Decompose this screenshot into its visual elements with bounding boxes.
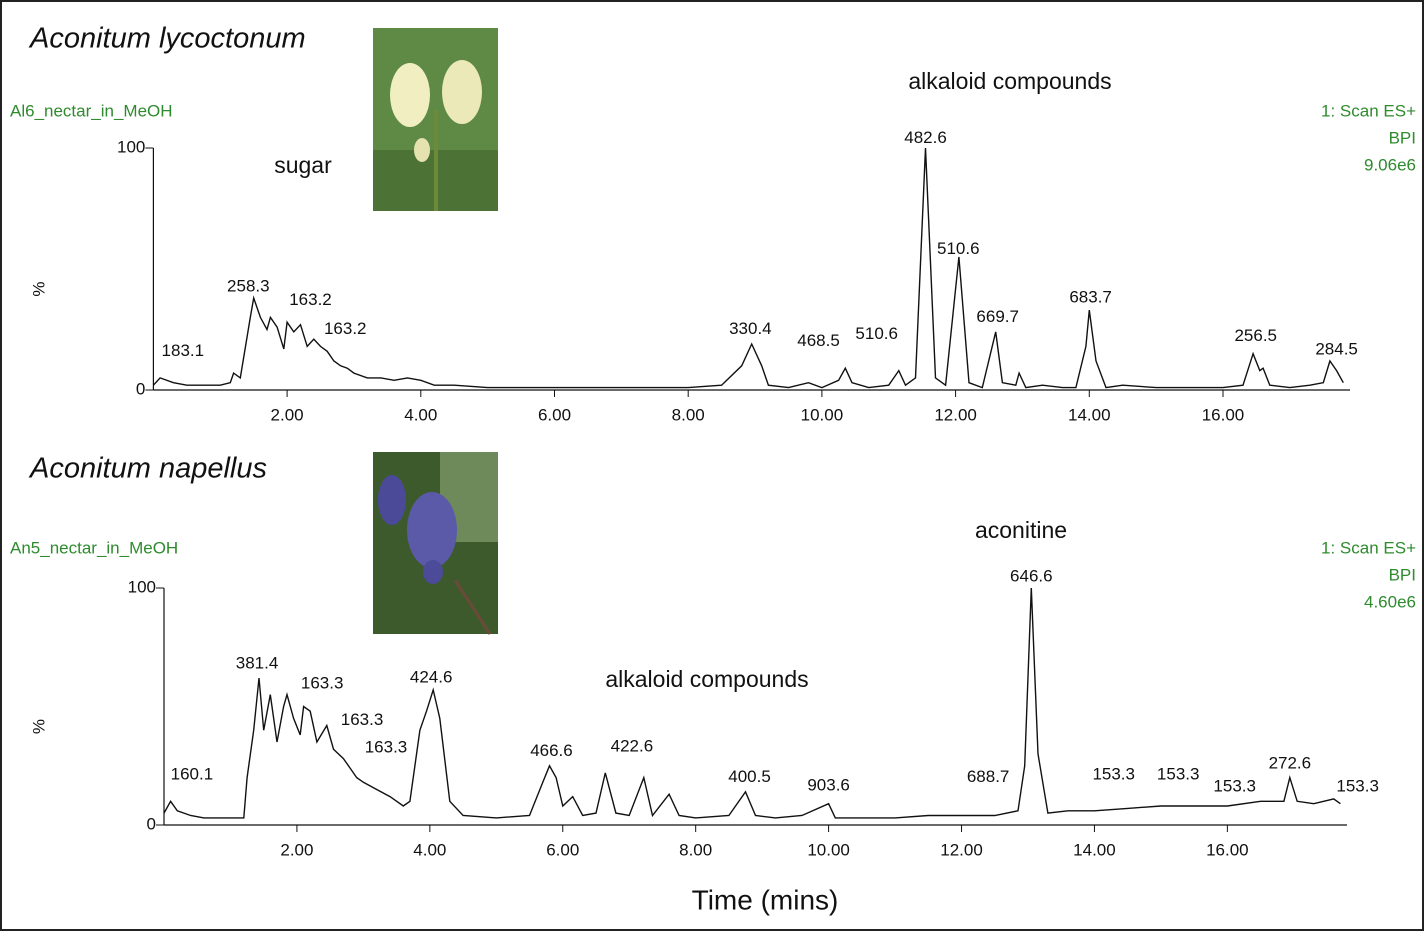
peak-label: 153.3	[1092, 765, 1135, 784]
peak-label: 466.6	[530, 741, 573, 760]
peak-label: 153.3	[1336, 777, 1379, 796]
detector: BPI	[1389, 565, 1416, 584]
peak-label: 183.1	[162, 341, 205, 360]
y-tick-label: 0	[136, 379, 145, 398]
x-tick-label: 6.00	[546, 840, 579, 859]
species-title: Aconitum lycoctonum	[28, 23, 306, 55]
x-tick-label: 10.00	[801, 405, 844, 424]
intensity: 4.60e6	[1364, 592, 1416, 611]
peak-label: 163.2	[324, 319, 367, 338]
photo-lycoctonum	[373, 28, 498, 211]
sample-name: An5_nectar_in_MeOH	[10, 538, 178, 557]
peak-label: 688.7	[967, 767, 1010, 786]
photo-napellus	[373, 452, 498, 635]
peak-label: 153.3	[1213, 777, 1256, 796]
x-tick-label: 14.00	[1073, 840, 1116, 859]
peak-label: 258.3	[227, 276, 270, 295]
x-tick-label: 6.00	[538, 405, 571, 424]
peak-label: 683.7	[1069, 288, 1112, 307]
region-label: sugar	[274, 152, 332, 178]
region-label: alkaloid compounds	[605, 666, 808, 692]
x-tick-label: 16.00	[1206, 840, 1249, 859]
peak-label: 256.5	[1234, 326, 1277, 345]
peak-label: 330.4	[729, 319, 772, 338]
peak-label: 163.3	[341, 710, 384, 729]
intensity: 9.06e6	[1364, 155, 1416, 174]
x-tick-label: 4.00	[404, 405, 437, 424]
y-tick-label: 100	[117, 137, 145, 156]
x-tick-label: 12.00	[934, 405, 977, 424]
y-tick-label: 100	[128, 577, 156, 596]
x-tick-label: 14.00	[1068, 405, 1111, 424]
y-axis-label: %	[29, 281, 48, 296]
scan-mode: 1: Scan ES+	[1321, 101, 1416, 120]
y-tick-label: 0	[147, 814, 156, 833]
x-tick-label: 10.00	[807, 840, 850, 859]
peak-label: 422.6	[611, 736, 654, 755]
peak-label: 163.3	[365, 737, 408, 756]
peak-label: 903.6	[807, 775, 850, 794]
sample-name: Al6_nectar_in_MeOH	[10, 101, 173, 120]
x-tick-label: 2.00	[280, 840, 313, 859]
x-tick-label: 8.00	[679, 840, 712, 859]
trace	[152, 147, 1344, 389]
region-label: aconitine	[975, 517, 1067, 543]
x-tick-label: 2.00	[271, 405, 304, 424]
peak-label: 153.3	[1157, 765, 1200, 784]
peak-label: 272.6	[1269, 754, 1312, 773]
peak-label: 669.7	[976, 307, 1019, 326]
peak-label: 468.5	[797, 331, 840, 350]
peak-label: 160.1	[171, 765, 214, 784]
y-axis-label: %	[29, 719, 48, 734]
peak-label: 482.6	[904, 128, 947, 147]
peak-label: 163.2	[289, 290, 332, 309]
x-tick-label: 16.00	[1202, 405, 1245, 424]
region-label: alkaloid compounds	[908, 68, 1111, 94]
detector: BPI	[1389, 128, 1416, 147]
peak-label: 284.5	[1315, 340, 1358, 359]
x-axis-label: Time (mins)	[692, 884, 839, 915]
peak-label: 510.6	[937, 239, 980, 258]
x-tick-label: 4.00	[413, 840, 446, 859]
scan-mode: 1: Scan ES+	[1321, 538, 1416, 557]
peak-label: 381.4	[236, 653, 279, 672]
peak-label: 400.5	[728, 767, 771, 786]
x-tick-label: 8.00	[672, 405, 705, 424]
peak-label: 510.6	[855, 324, 898, 343]
x-tick-label: 12.00	[940, 840, 983, 859]
peak-label: 646.6	[1010, 567, 1053, 586]
peak-label: 163.3	[301, 673, 344, 692]
trace	[163, 587, 1341, 819]
species-title: Aconitum napellus	[28, 453, 267, 485]
peak-label: 424.6	[410, 668, 453, 687]
